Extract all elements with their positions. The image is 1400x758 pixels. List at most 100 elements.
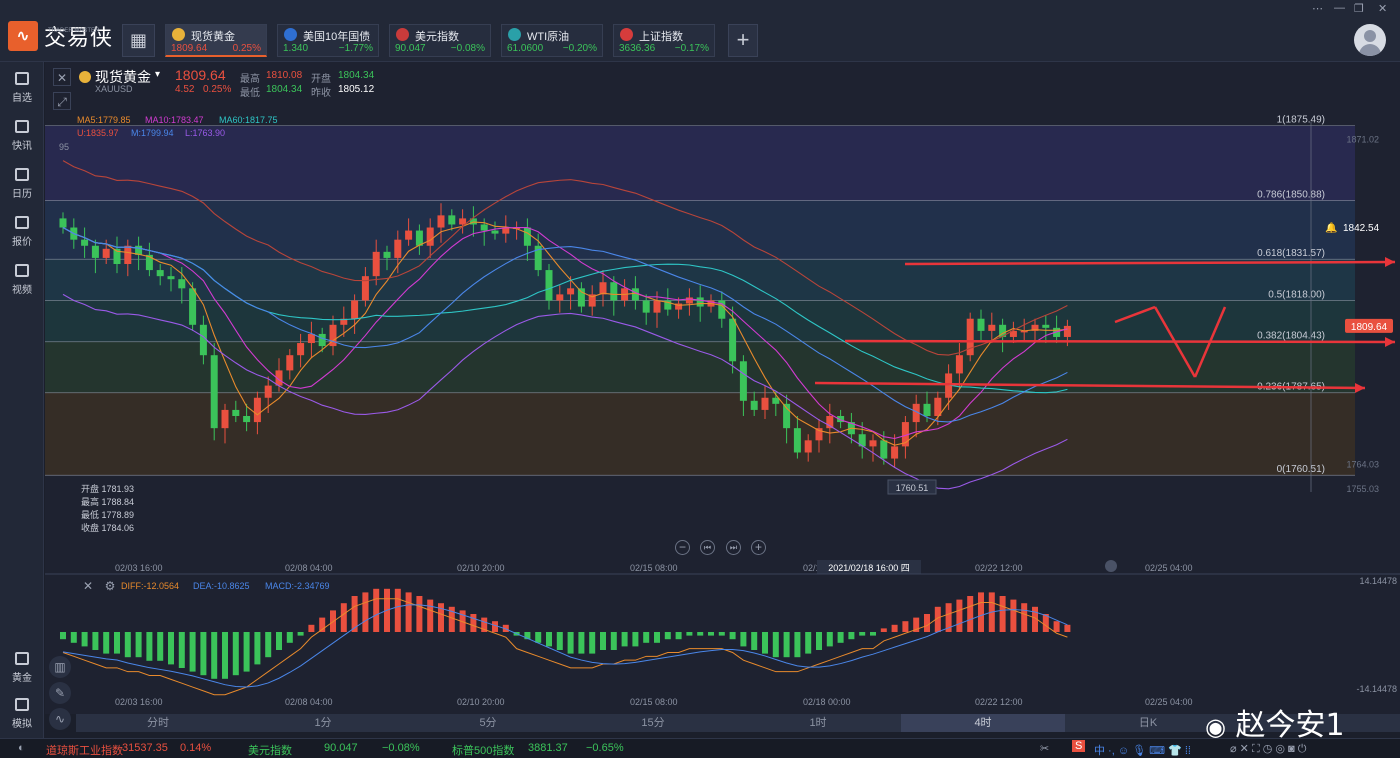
pin-icon[interactable]: ✂	[1040, 743, 1050, 755]
sse-icon	[620, 28, 633, 41]
sidebar-item-6[interactable]: 模拟	[0, 698, 44, 730]
candle-body	[664, 300, 672, 310]
macd-bar	[502, 624, 509, 632]
chevron-down-icon[interactable]: ▾	[155, 69, 161, 80]
avatar[interactable]	[1354, 24, 1386, 56]
macd-bar	[1032, 606, 1038, 632]
candle-body	[912, 403, 920, 423]
draw-tool-icon[interactable]: ⤢	[53, 92, 71, 110]
candle-body	[340, 318, 348, 325]
app-logo: ∿ 交易侠	[8, 20, 113, 52]
macd-bar	[1053, 621, 1060, 632]
zoom-out-icon[interactable]: −	[675, 540, 690, 555]
more-icon[interactable]: ⋯	[1312, 3, 1323, 15]
tray-icons[interactable]: ⌀ ✕ ⛶ ◷ ◎ ◙ ⏻	[1230, 743, 1307, 755]
left-edge-value: 95	[59, 142, 70, 152]
macd-bar	[232, 632, 239, 676]
add-tab-button[interactable]: +	[728, 24, 758, 57]
ime-icon[interactable]: S	[1072, 740, 1086, 752]
candle-body	[923, 403, 931, 416]
candle-body	[901, 422, 909, 447]
sidebar-item-1[interactable]: 快讯	[0, 120, 44, 152]
candle-body	[81, 239, 89, 246]
sidebar-item-5[interactable]: 黄金	[0, 652, 44, 684]
sidebar-item-4[interactable]: 视频	[0, 264, 44, 296]
watermark: ◉ 赵今安1	[1205, 708, 1345, 743]
ime-toolbar[interactable]: 中 ·, ☺ 🎙 ⌨ 👕 ⁞⁞	[1094, 745, 1191, 757]
symbol-code: XAUUSD	[95, 84, 133, 94]
candle-body	[167, 276, 175, 280]
indicator-icon[interactable]: ▥	[49, 656, 71, 678]
candle-body	[318, 333, 326, 347]
macd-diff-line	[62, 598, 1068, 696]
last-page-icon[interactable]: ⏭	[726, 540, 741, 555]
macd-axis-top: 14.14478	[1359, 576, 1397, 586]
macd-bar	[124, 632, 131, 658]
macd-x-axis-label: 02/15 08:00	[630, 697, 678, 707]
tab-2[interactable]: 美元指数 90.047 −0.08%	[389, 24, 491, 57]
candle-body	[955, 355, 963, 374]
candle-body	[934, 397, 942, 416]
tab-3[interactable]: WTI原油 61.0600 −0.20%	[501, 24, 603, 57]
tab-1[interactable]: 美国10年国债 1.340 −1.77%	[277, 24, 379, 57]
timeframe-tab[interactable]: 1时	[809, 717, 827, 729]
close-icon[interactable]: ✕	[1378, 3, 1388, 15]
timeframe-tab[interactable]: 1分	[314, 717, 332, 729]
candle-body	[502, 227, 510, 234]
macd-bar	[340, 603, 347, 632]
macd-dea-line	[62, 604, 1068, 688]
timeframe-tab[interactable]: 4时	[901, 714, 1065, 732]
macd-bar	[1021, 603, 1028, 632]
candle-body	[1042, 324, 1050, 328]
headset-icon[interactable]: ◐	[18, 742, 25, 754]
chart-area: 1(1875.49) 0.786(1850.88) 0.618(1831.57) 0.…	[45, 62, 1400, 730]
macd-bar	[481, 617, 488, 632]
status-pct: −0.08%	[382, 742, 420, 754]
candle-body	[761, 397, 769, 410]
zoom-in-icon[interactable]: +	[751, 540, 766, 555]
minimize-icon[interactable]: —	[1334, 2, 1345, 14]
candle-body	[221, 409, 229, 429]
first-page-icon[interactable]: ⏮	[700, 540, 715, 555]
quote-icon	[15, 216, 29, 229]
close-chart-icon[interactable]: ✕	[53, 68, 71, 86]
candle-body	[1020, 330, 1028, 333]
sidebar-item-2[interactable]: 日历	[0, 168, 44, 200]
candle-body	[329, 324, 337, 347]
candle-body	[124, 245, 132, 264]
candle-body	[1063, 325, 1071, 337]
sidebar-item-label: 报价	[12, 237, 32, 248]
tab-4[interactable]: 上证指数 3636.36 −0.17%	[613, 24, 715, 57]
symbol-name[interactable]: 现货黄金	[95, 69, 151, 85]
candle-body	[243, 416, 251, 423]
price-chart[interactable]: 1(1875.49) 0.786(1850.88) 0.618(1831.57) 0.…	[45, 62, 1400, 714]
pen-icon[interactable]: ✎	[49, 682, 71, 704]
timeframe-tab[interactable]: 15分	[641, 717, 665, 729]
sidebar-item-0[interactable]: 自选	[0, 72, 44, 104]
timeframe-tab[interactable]: 分时	[147, 717, 169, 729]
open-value: 1804.34	[338, 70, 375, 81]
settings-icon[interactable]: ⚙	[104, 579, 116, 593]
macd-bar	[816, 632, 822, 650]
macd-bar	[427, 599, 434, 632]
boll-upper-line	[62, 160, 1068, 356]
candle-body	[383, 251, 391, 258]
timeframe-tab[interactable]: 日K	[1138, 717, 1158, 729]
candle-body	[59, 218, 67, 228]
restore-icon[interactable]: ❐	[1354, 3, 1364, 15]
candle-body	[469, 218, 477, 225]
sidebar-item-3[interactable]: 报价	[0, 216, 44, 248]
macd-bar	[1010, 599, 1017, 632]
x-axis-label: 02/15 08:00	[630, 563, 678, 573]
candle-body	[534, 245, 542, 271]
macd-bar	[405, 592, 412, 632]
macd-bar	[610, 632, 617, 650]
tab-0[interactable]: 现货黄金 1809.64 0.25%	[165, 24, 267, 57]
grid-icon[interactable]: ▦	[122, 24, 155, 57]
news-icon	[15, 120, 29, 133]
gold-icon	[79, 71, 91, 83]
macd-macd-label: MACD:-2.34769	[265, 581, 330, 591]
close-macd-icon[interactable]: ✕	[82, 579, 94, 593]
line-chart-icon[interactable]: ∿	[49, 708, 71, 730]
timeframe-tab[interactable]: 5分	[479, 717, 497, 729]
